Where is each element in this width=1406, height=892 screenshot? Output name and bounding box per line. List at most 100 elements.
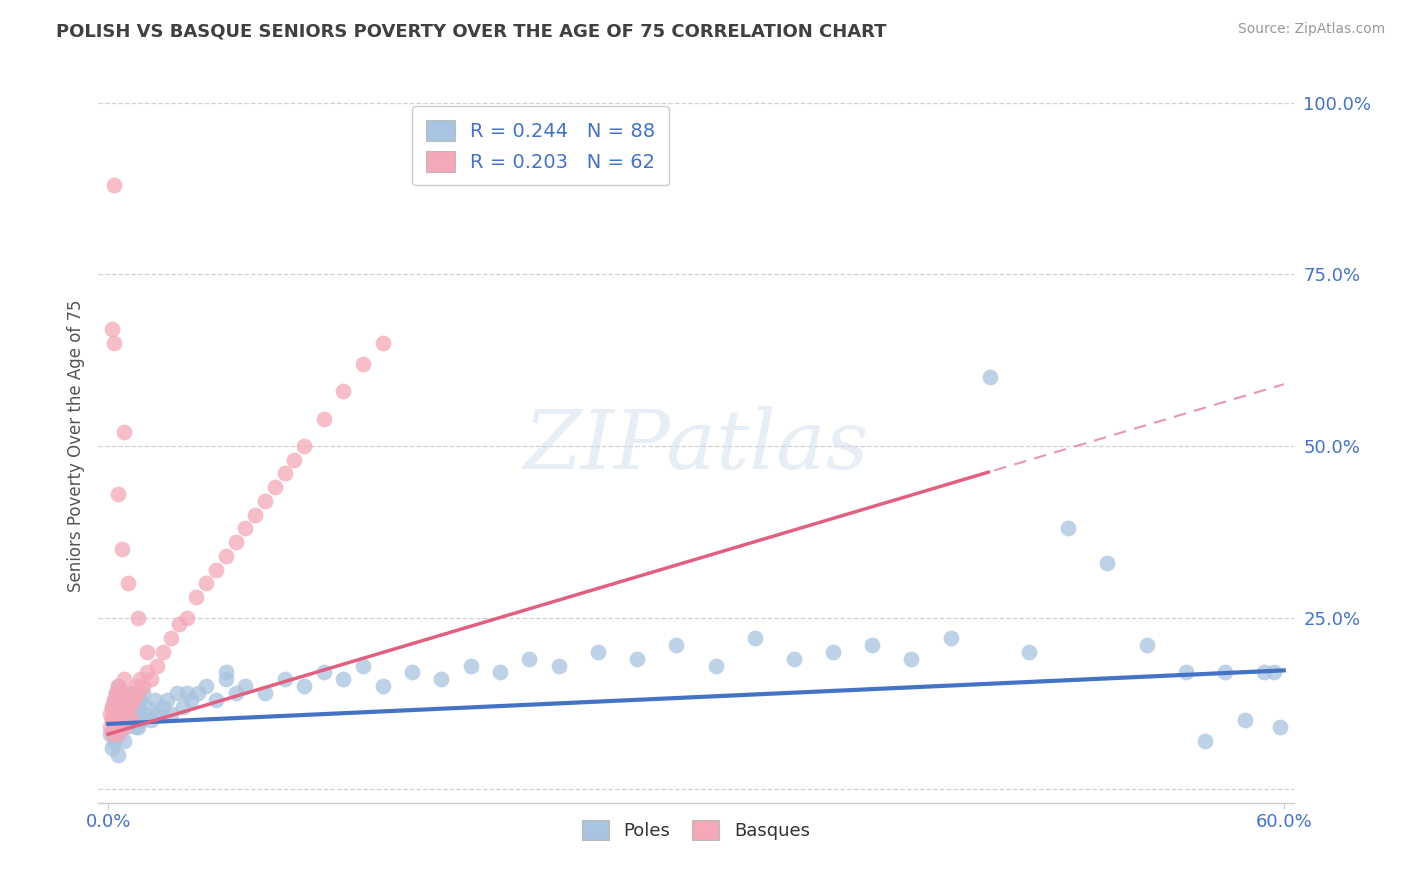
- Point: [103, 336, 125, 351]
- Point: [112, 425, 135, 440]
- Point: [900, 651, 922, 665]
- Point: [176, 686, 198, 700]
- Point: [195, 576, 218, 591]
- Point: [243, 508, 266, 522]
- Point: [103, 720, 125, 734]
- Point: [136, 665, 159, 680]
- Point: [121, 714, 143, 728]
- Point: [167, 617, 190, 632]
- Point: [108, 693, 131, 707]
- Point: [519, 651, 541, 665]
- Text: ZIPatlas: ZIPatlas: [523, 406, 869, 486]
- Point: [939, 631, 962, 645]
- Point: [111, 686, 134, 700]
- Point: [121, 686, 143, 700]
- Point: [101, 714, 124, 728]
- Point: [225, 686, 247, 700]
- Point: [143, 693, 166, 707]
- Point: [665, 638, 688, 652]
- Point: [176, 610, 198, 624]
- Point: [1057, 521, 1080, 535]
- Point: [101, 727, 124, 741]
- Point: [107, 714, 129, 728]
- Point: [160, 706, 183, 721]
- Point: [124, 720, 146, 734]
- Point: [460, 658, 482, 673]
- Point: [131, 714, 153, 728]
- Point: [103, 693, 125, 707]
- Point: [136, 699, 159, 714]
- Point: [101, 322, 124, 336]
- Point: [332, 673, 354, 687]
- Point: [148, 706, 170, 721]
- Point: [215, 665, 238, 680]
- Point: [118, 699, 141, 714]
- Point: [128, 673, 150, 687]
- Point: [141, 673, 163, 687]
- Point: [371, 336, 394, 351]
- Point: [112, 686, 135, 700]
- Point: [117, 706, 139, 721]
- Point: [111, 693, 134, 707]
- Point: [172, 699, 194, 714]
- Point: [122, 706, 145, 721]
- Point: [127, 610, 149, 624]
- Point: [112, 734, 135, 748]
- Point: [132, 686, 155, 700]
- Point: [273, 673, 295, 687]
- Point: [112, 673, 135, 687]
- Point: [215, 549, 238, 563]
- Point: [117, 693, 139, 707]
- Point: [136, 645, 159, 659]
- Point: [586, 645, 609, 659]
- Point: [103, 178, 125, 193]
- Point: [1097, 556, 1119, 570]
- Point: [1213, 665, 1236, 680]
- Point: [103, 706, 125, 721]
- Point: [101, 714, 124, 728]
- Point: [352, 658, 374, 673]
- Point: [111, 706, 134, 721]
- Point: [121, 686, 143, 700]
- Point: [1174, 665, 1197, 680]
- Point: [352, 357, 374, 371]
- Point: [1018, 645, 1040, 659]
- Point: [312, 665, 335, 680]
- Point: [146, 658, 169, 673]
- Text: Source: ZipAtlas.com: Source: ZipAtlas.com: [1237, 22, 1385, 37]
- Point: [253, 686, 276, 700]
- Point: [107, 747, 129, 762]
- Point: [179, 693, 201, 707]
- Point: [225, 535, 247, 549]
- Point: [744, 631, 766, 645]
- Point: [704, 658, 727, 673]
- Point: [263, 480, 285, 494]
- Point: [108, 699, 131, 714]
- Point: [134, 706, 156, 721]
- Point: [98, 706, 121, 721]
- Point: [103, 720, 125, 734]
- Point: [127, 699, 149, 714]
- Point: [205, 562, 228, 576]
- Point: [292, 679, 315, 693]
- Point: [146, 706, 169, 721]
- Point: [101, 699, 124, 714]
- Point: [1263, 665, 1285, 680]
- Point: [105, 714, 128, 728]
- Point: [1253, 665, 1275, 680]
- Point: [107, 679, 129, 693]
- Point: [187, 686, 209, 700]
- Point: [283, 452, 305, 467]
- Point: [118, 699, 141, 714]
- Point: [117, 693, 139, 707]
- Point: [823, 645, 845, 659]
- Point: [127, 720, 149, 734]
- Point: [101, 740, 124, 755]
- Point: [292, 439, 315, 453]
- Point: [273, 467, 295, 481]
- Point: [112, 720, 135, 734]
- Point: [401, 665, 423, 680]
- Point: [132, 679, 155, 693]
- Point: [117, 706, 139, 721]
- Point: [103, 693, 125, 707]
